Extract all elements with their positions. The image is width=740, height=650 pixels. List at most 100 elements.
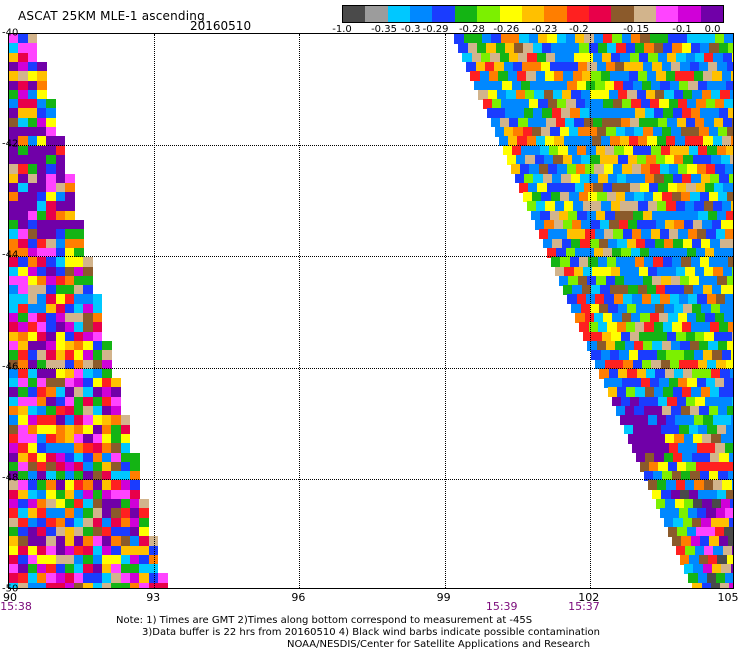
data-cell xyxy=(724,229,733,240)
data-cell xyxy=(690,406,700,416)
data-cell xyxy=(571,89,582,100)
data-cell xyxy=(668,34,678,44)
data-cell xyxy=(651,80,661,91)
data-cell xyxy=(537,117,547,128)
data-cell xyxy=(462,52,473,63)
data-cell xyxy=(687,99,697,109)
data-cell xyxy=(578,192,589,202)
data-cell xyxy=(678,508,689,519)
data-cell xyxy=(615,192,626,202)
data-cell xyxy=(580,238,590,249)
data-cell xyxy=(615,406,626,416)
data-cell xyxy=(700,452,711,463)
data-cell xyxy=(74,229,84,240)
data-cell xyxy=(655,368,666,379)
data-cell xyxy=(9,303,19,314)
data-cell xyxy=(694,480,705,491)
data-cell xyxy=(111,378,122,388)
data-cell xyxy=(714,526,725,537)
data-cell xyxy=(698,424,708,435)
data-cell xyxy=(9,52,19,63)
data-cell xyxy=(503,61,514,72)
data-cell xyxy=(725,424,733,435)
data-cell xyxy=(641,359,652,370)
data-cell xyxy=(540,61,551,72)
data-cell xyxy=(595,359,606,370)
data-cell xyxy=(686,34,697,44)
data-cell xyxy=(27,71,38,81)
data-cell xyxy=(659,443,670,453)
data-cell xyxy=(717,275,728,286)
data-cell xyxy=(64,285,75,295)
data-cell xyxy=(581,154,591,165)
data-cell xyxy=(36,452,47,463)
data-cell xyxy=(675,415,686,426)
data-cell xyxy=(102,499,112,509)
data-cell xyxy=(9,489,19,500)
data-cell xyxy=(723,117,733,128)
data-cell xyxy=(55,303,66,314)
data-cell xyxy=(561,173,572,184)
data-cell xyxy=(139,508,149,519)
data-cell xyxy=(647,136,658,147)
data-cell xyxy=(542,173,553,184)
data-cell xyxy=(624,406,635,416)
data-cell xyxy=(550,192,561,202)
data-cell xyxy=(129,545,140,556)
data-cell xyxy=(526,71,536,81)
data-cell xyxy=(36,499,47,509)
data-cell xyxy=(552,238,563,249)
data-cell xyxy=(64,545,75,556)
data-cell xyxy=(36,154,47,165)
data-cell xyxy=(9,136,19,147)
data-cell xyxy=(64,350,75,360)
data-cell xyxy=(643,61,653,72)
data-cell xyxy=(695,247,706,258)
data-cell xyxy=(688,80,699,91)
data-cell xyxy=(625,43,636,54)
data-cell xyxy=(102,480,112,491)
data-cell xyxy=(64,443,75,453)
data-cell xyxy=(665,350,676,360)
data-cell xyxy=(633,61,644,72)
data-cell xyxy=(64,378,75,388)
data-cell xyxy=(46,424,56,435)
data-cell xyxy=(543,238,553,249)
data-cell xyxy=(711,368,721,379)
data-cell xyxy=(723,182,733,193)
data-cell xyxy=(540,210,550,221)
data-cell xyxy=(64,182,75,193)
latitude-gridline xyxy=(9,145,733,147)
data-cell xyxy=(602,182,613,193)
data-cell xyxy=(641,229,652,240)
data-cell xyxy=(18,452,29,463)
data-cell xyxy=(704,331,715,342)
data-cell xyxy=(630,34,641,44)
data-cell xyxy=(618,154,629,165)
data-cell xyxy=(711,433,722,444)
data-cell xyxy=(55,406,66,416)
data-cell xyxy=(529,99,539,109)
data-cell xyxy=(621,313,632,323)
data-cell xyxy=(83,499,94,509)
data-cell xyxy=(658,34,669,44)
data-cell xyxy=(725,294,733,305)
data-cell xyxy=(713,545,724,556)
data-cell xyxy=(642,275,653,286)
data-cell xyxy=(685,331,696,342)
data-cell xyxy=(506,154,517,165)
data-cell xyxy=(621,182,631,193)
data-cell xyxy=(36,257,47,267)
data-cell xyxy=(74,331,84,342)
data-cell xyxy=(623,424,634,435)
data-cell xyxy=(18,303,29,314)
data-cell xyxy=(716,294,726,305)
data-cell xyxy=(699,127,709,137)
data-cell xyxy=(711,285,722,295)
data-cell xyxy=(649,313,660,323)
data-cell xyxy=(668,526,678,537)
data-cell xyxy=(507,136,518,147)
data-cell xyxy=(36,526,47,537)
data-cell xyxy=(695,182,706,193)
data-cell xyxy=(64,173,75,184)
